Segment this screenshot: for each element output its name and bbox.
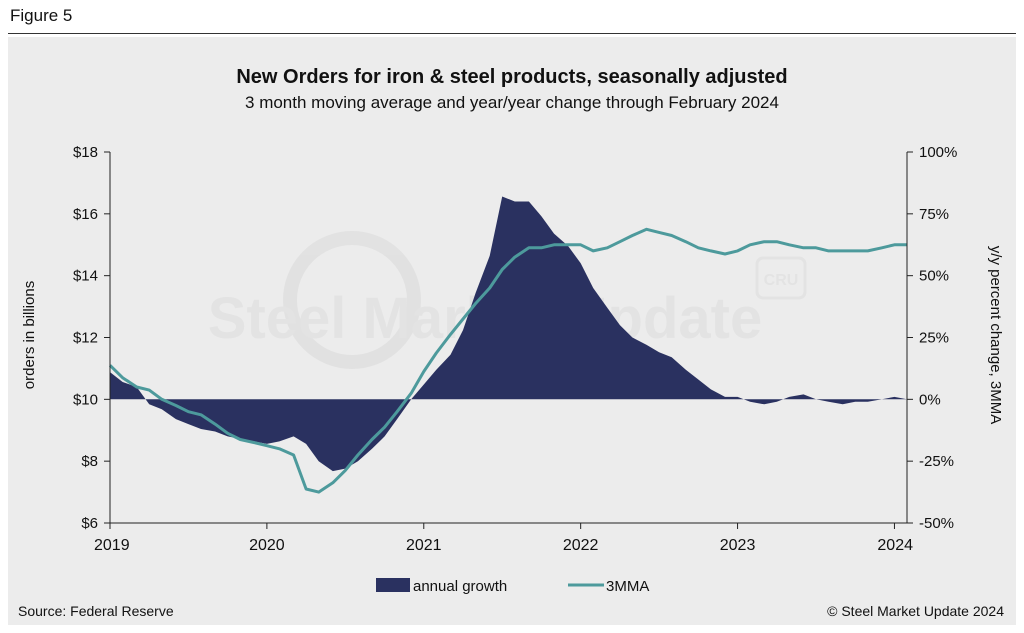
legend-label-3mma: 3MMA bbox=[606, 578, 649, 595]
chart-subtitle: 3 month moving average and year/year cha… bbox=[245, 93, 779, 112]
x-tick-label: 2024 bbox=[877, 537, 913, 554]
y-right-tick-label: -25% bbox=[919, 453, 954, 470]
y-right-tick-label: -50% bbox=[919, 515, 954, 532]
y-left-tick-label: $8 bbox=[81, 453, 98, 470]
cru-badge-text: CRU bbox=[764, 272, 799, 289]
x-tick-label: 2020 bbox=[249, 537, 285, 554]
y-right-tick-label: 0% bbox=[919, 391, 941, 408]
y-left-tick-label: $18 bbox=[73, 144, 98, 161]
x-tick-label: 2022 bbox=[563, 537, 599, 554]
y-axis-left-label: orders in billions bbox=[21, 281, 38, 389]
legend: annual growth 3MMA bbox=[376, 578, 649, 595]
chart-title: New Orders for iron & steel products, se… bbox=[236, 66, 787, 88]
watermark-ring-icon bbox=[283, 231, 421, 369]
y-right-tick-label: 25% bbox=[919, 330, 949, 347]
x-tick-label: 2019 bbox=[94, 537, 130, 554]
source-note: Source: Federal Reserve bbox=[18, 603, 174, 619]
cru-badge-icon bbox=[755, 256, 807, 300]
y-left-tick-label: $10 bbox=[73, 391, 98, 408]
legend-swatch-area bbox=[376, 578, 410, 592]
plot-area: $6 $8 $10 $12 $14 $16 $18 -50% -25% 0% 25% 50% 75% 10… bbox=[73, 144, 957, 554]
series-annual-growth-area bbox=[110, 196, 907, 472]
y-right-tick-label: 75% bbox=[919, 206, 949, 223]
y-axis-right-label: y/y percent change, 3MMA bbox=[987, 246, 1004, 424]
y-left-tick-label: $6 bbox=[81, 515, 98, 532]
y-left-tick-label: $12 bbox=[73, 330, 98, 347]
copyright-note: © Steel Market Update 2024 bbox=[827, 603, 1004, 619]
y-left-tick-label: $16 bbox=[73, 206, 98, 223]
y-left-tick-label: $14 bbox=[73, 268, 98, 285]
x-tick-label: 2023 bbox=[720, 537, 756, 554]
y-right-tick-label: 100% bbox=[919, 144, 957, 161]
figure-divider bbox=[8, 33, 1016, 34]
legend-label-annual-growth: annual growth bbox=[413, 578, 507, 595]
x-tick-label: 2021 bbox=[406, 537, 442, 554]
series-3mma-line bbox=[108, 227, 907, 494]
figure-label: Figure 5 bbox=[10, 6, 73, 25]
y-right-tick-label: 50% bbox=[919, 268, 949, 285]
